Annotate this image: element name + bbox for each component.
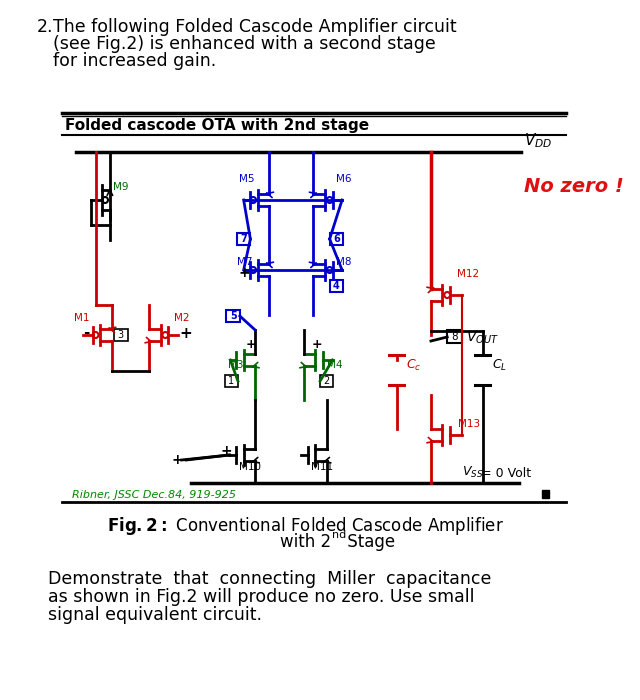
Text: as shown in Fig.2 will produce no zero. Use small: as shown in Fig.2 will produce no zero. … — [48, 588, 474, 606]
Text: 7: 7 — [240, 234, 247, 244]
Text: = 0 Volt: = 0 Volt — [481, 467, 531, 480]
Text: M7: M7 — [237, 257, 252, 267]
Text: 2: 2 — [324, 376, 330, 386]
Bar — [227, 310, 240, 322]
Text: M6: M6 — [337, 174, 352, 184]
Text: 8: 8 — [452, 332, 458, 342]
Text: nd: nd — [332, 530, 346, 540]
Text: $C_c$: $C_c$ — [406, 358, 422, 372]
Text: Ribner, JSSC Dec.84, 919-925: Ribner, JSSC Dec.84, 919-925 — [72, 490, 236, 500]
Text: with 2: with 2 — [280, 533, 332, 551]
Bar — [225, 375, 238, 387]
Text: $V_{SS}$: $V_{SS}$ — [461, 465, 483, 480]
Text: +: + — [239, 266, 250, 280]
Bar — [330, 233, 343, 245]
Text: M9: M9 — [113, 182, 128, 192]
Text: M5: M5 — [239, 174, 254, 184]
Text: $V_{OUT}$: $V_{OUT}$ — [467, 330, 499, 346]
Text: M10: M10 — [239, 462, 261, 472]
Text: M11: M11 — [310, 462, 333, 472]
Text: 4: 4 — [333, 281, 340, 291]
Text: 6: 6 — [333, 234, 340, 244]
Text: M12: M12 — [457, 269, 479, 279]
Text: The following Folded Cascode Amplifier circuit: The following Folded Cascode Amplifier c… — [52, 18, 456, 36]
Text: Folded cascode OTA with 2nd stage: Folded cascode OTA with 2nd stage — [65, 118, 369, 133]
Text: (see Fig.2) is enhanced with a second stage: (see Fig.2) is enhanced with a second st… — [52, 35, 435, 53]
Text: 5: 5 — [230, 311, 237, 321]
Text: $\mathbf{Fig.2:}$ Conventional Folded Cascode Amplifier: $\mathbf{Fig.2:}$ Conventional Folded Ca… — [108, 515, 504, 537]
Text: 2.: 2. — [36, 18, 53, 36]
Bar — [114, 329, 128, 341]
Text: $C_L$: $C_L$ — [492, 358, 507, 372]
Text: for increased gain.: for increased gain. — [52, 52, 216, 70]
Bar — [542, 490, 549, 498]
Text: -: - — [83, 326, 90, 340]
Text: M4: M4 — [327, 360, 342, 370]
Text: Demonstrate  that  connecting  Miller  capacitance: Demonstrate that connecting Miller capac… — [48, 570, 491, 588]
Text: M1: M1 — [74, 313, 89, 323]
Text: +: + — [180, 326, 193, 340]
Text: +: + — [221, 444, 232, 458]
Text: 3: 3 — [117, 330, 124, 340]
Text: signal equivalent circuit.: signal equivalent circuit. — [48, 606, 262, 624]
Bar — [237, 233, 250, 245]
Text: M2: M2 — [174, 313, 189, 323]
Text: No zero !: No zero ! — [524, 177, 623, 196]
Text: +: + — [172, 453, 184, 467]
Text: Stage: Stage — [342, 533, 396, 551]
Bar — [330, 280, 343, 292]
Text: +: + — [246, 339, 256, 351]
Text: M3: M3 — [228, 360, 244, 370]
Text: +: + — [312, 339, 322, 351]
Text: 1: 1 — [228, 376, 234, 386]
Text: $V_{DD}$: $V_{DD}$ — [524, 132, 552, 150]
Bar — [447, 330, 463, 343]
Bar — [320, 375, 333, 387]
Text: M13: M13 — [458, 419, 480, 429]
Text: M8: M8 — [337, 257, 352, 267]
